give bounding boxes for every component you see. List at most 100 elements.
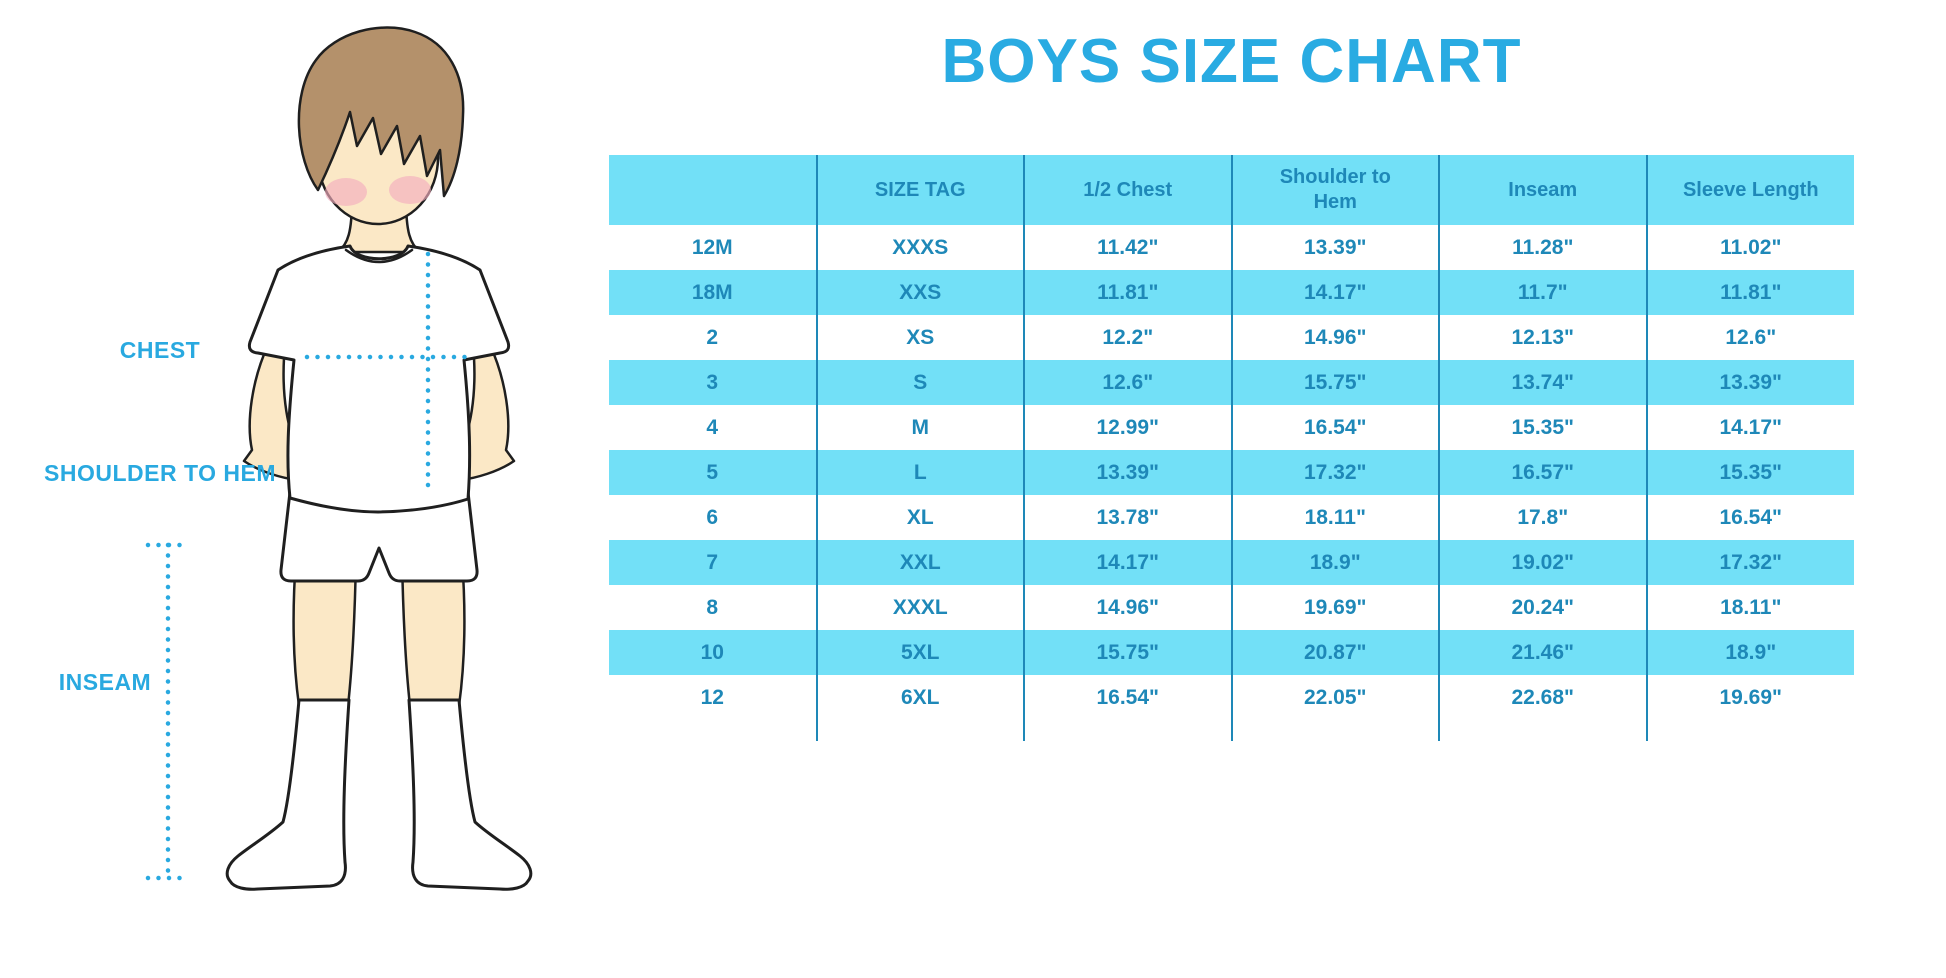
table-cell: 16.54": [1645, 495, 1854, 540]
table-cell: 3: [706, 370, 719, 394]
table-cell: 14.96": [1023, 585, 1232, 630]
column-header: SIZE TAG: [815, 155, 1024, 225]
boy-measurement-illustration: CHEST SHOULDER TO HEM INSEAM: [0, 0, 560, 973]
boy-socks: [225, 698, 533, 891]
table-cell: 12.13": [1438, 315, 1647, 360]
table-cell: 13.78": [1023, 495, 1232, 540]
table-cell: 6XL: [815, 675, 1024, 720]
table-cell: XL: [815, 495, 1024, 540]
table-row: 7 XXL 14.17" 18.9" 19.02" 17.32": [609, 540, 1854, 585]
boy-legs: [292, 556, 466, 708]
table-cell: 12.2": [1023, 315, 1232, 360]
boy-arms: [242, 343, 516, 482]
table-cell: 10: [700, 640, 724, 664]
table-cell: 13.39": [1023, 450, 1232, 495]
table-cell: 19.02": [1438, 540, 1647, 585]
table-cell: XXXL: [815, 585, 1024, 630]
table-cell: 14.17": [1023, 540, 1232, 585]
table-row: 4 M 12.99" 16.54" 15.35" 14.17": [609, 405, 1854, 450]
table-cell: 11.42": [1023, 225, 1232, 270]
table-cell: 15.75": [1230, 360, 1439, 405]
size-table: SIZE TAG 1/2 Chest Shoulder to Hem Inseam Sl…: [609, 155, 1854, 741]
table-row: 12M XXXS 11.42" 13.39" 11.28" 11.02": [609, 225, 1854, 270]
table-cell: 5: [706, 460, 719, 484]
table-cell: 11.81": [1645, 270, 1854, 315]
table-cell: 22.05": [1230, 675, 1439, 720]
boy-cheek-left: [325, 178, 367, 206]
boy-illustration-svg: CHEST SHOULDER TO HEM INSEAM: [44, 26, 533, 891]
table-row: 5 L 13.39" 17.32" 16.57" 15.35": [609, 450, 1854, 495]
table-cell: 15.75": [1023, 630, 1232, 675]
table-cell: 18M: [691, 280, 733, 304]
table-row: 3 S 12.6" 15.75" 13.74" 13.39": [609, 360, 1854, 405]
table-cell: L: [815, 450, 1024, 495]
size-table-container: SIZE TAG 1/2 Chest Shoulder to Hem Inseam Sl…: [609, 155, 1854, 741]
boy-shorts: [279, 490, 479, 583]
table-cell: 13.39": [1230, 225, 1439, 270]
table-cell: 13.39": [1645, 360, 1854, 405]
table-cell: XXL: [815, 540, 1024, 585]
table-row: 12 6XL 16.54" 22.05" 22.68" 19.69": [609, 675, 1854, 720]
table-cell: 17.32": [1645, 540, 1854, 585]
table-cell: 18.11": [1230, 495, 1439, 540]
table-cell: 17.8": [1438, 495, 1647, 540]
size-table-head: SIZE TAG 1/2 Chest Shoulder to Hem Inseam Sl…: [609, 155, 1854, 225]
table-cell: 16.54": [1230, 405, 1439, 450]
table-cell: 22.68": [1438, 675, 1647, 720]
table-cell: 12.99": [1023, 405, 1232, 450]
table-border-extension: [609, 720, 1854, 741]
boy-head: [297, 26, 465, 226]
table-cell: 14.96": [1230, 315, 1439, 360]
column-header: Sleeve Length: [1645, 155, 1854, 225]
table-cell: 6: [706, 505, 719, 529]
shoulder-to-hem-label: SHOULDER TO HEM: [44, 460, 276, 486]
table-cell: 12.6": [1645, 315, 1854, 360]
inseam-label: INSEAM: [59, 669, 151, 695]
table-cell: 8: [706, 595, 719, 619]
table-cell: 12.6": [1023, 360, 1232, 405]
size-table-header-row: SIZE TAG 1/2 Chest Shoulder to Hem Inseam Sl…: [609, 155, 1854, 225]
table-row: 10 5XL 15.75" 20.87" 21.46" 18.9": [609, 630, 1854, 675]
table-cell: 2: [706, 325, 719, 349]
table-cell: 12M: [691, 235, 733, 259]
table-cell: S: [815, 360, 1024, 405]
table-cell: 14.17": [1645, 405, 1854, 450]
table-cell: M: [815, 405, 1024, 450]
table-cell: 11.81": [1023, 270, 1232, 315]
table-cell: 17.32": [1230, 450, 1439, 495]
table-cell: 18.11": [1645, 585, 1854, 630]
column-header: Shoulder to Hem: [1230, 155, 1439, 225]
table-cell: XXS: [815, 270, 1024, 315]
table-cell: 11.02": [1645, 225, 1854, 270]
table-cell: 21.46": [1438, 630, 1647, 675]
table-cell: 11.28": [1438, 225, 1647, 270]
table-cell: 14.17": [1230, 270, 1439, 315]
column-header: [609, 155, 817, 225]
table-cell: 7: [706, 550, 719, 574]
page-title: BOYS SIZE CHART: [941, 27, 1522, 96]
table-cell: 13.74": [1438, 360, 1647, 405]
boy-shirt: [247, 244, 511, 514]
table-cell: 12: [700, 685, 724, 709]
table-row: 18M XXS 11.81" 14.17" 11.7" 11.81": [609, 270, 1854, 315]
table-cell: XS: [815, 315, 1024, 360]
table-cell: XXXS: [815, 225, 1024, 270]
table-row: 8 XXXL 14.96" 19.69" 20.24" 18.11": [609, 585, 1854, 630]
inseam-measure-line: [145, 542, 191, 881]
table-cell: 19.69": [1230, 585, 1439, 630]
table-cell: 16.57": [1438, 450, 1647, 495]
table-cell: 18.9": [1230, 540, 1439, 585]
table-cell: 19.69": [1645, 675, 1854, 720]
boy-hair: [297, 26, 465, 198]
table-cell: 16.54": [1023, 675, 1232, 720]
table-row: 2 XS 12.2" 14.96" 12.13" 12.6": [609, 315, 1854, 360]
table-cell: 15.35": [1645, 450, 1854, 495]
size-table-body: 12M XXXS 11.42" 13.39" 11.28" 11.02" 18M XXS 11.…: [609, 225, 1854, 741]
table-cell: 11.7": [1438, 270, 1647, 315]
boy-cheek-right: [389, 176, 431, 204]
table-row: 6 XL 13.78" 18.11" 17.8" 16.54": [609, 495, 1854, 540]
table-cell: 20.87": [1230, 630, 1439, 675]
table-cell: 4: [706, 415, 719, 439]
table-cell: 18.9": [1645, 630, 1854, 675]
table-cell: 5XL: [815, 630, 1024, 675]
